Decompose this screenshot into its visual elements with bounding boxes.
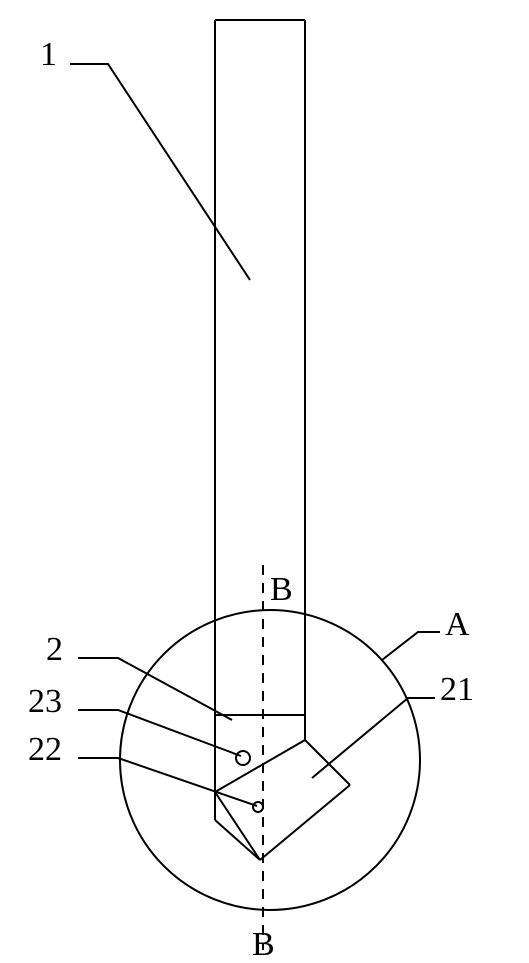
leader-23 [78, 710, 241, 756]
leader-A [382, 632, 440, 660]
label-l23: 23 [28, 683, 62, 720]
label-l1: 1 [40, 36, 57, 73]
leader-1 [70, 64, 250, 280]
label-l22: 22 [28, 731, 62, 768]
label-lB_top: B [270, 571, 293, 608]
label-lA: A [445, 606, 470, 643]
label-lB_bottom: B [252, 926, 275, 963]
tip-right-outer [260, 785, 350, 860]
label-l21: 21 [440, 671, 474, 708]
hole-upper [236, 751, 250, 765]
tip-right-back [305, 740, 350, 785]
tip-top-edge [215, 740, 305, 792]
label-l2: 2 [46, 631, 63, 668]
leader-22 [78, 758, 257, 806]
hole-lower [253, 802, 263, 812]
